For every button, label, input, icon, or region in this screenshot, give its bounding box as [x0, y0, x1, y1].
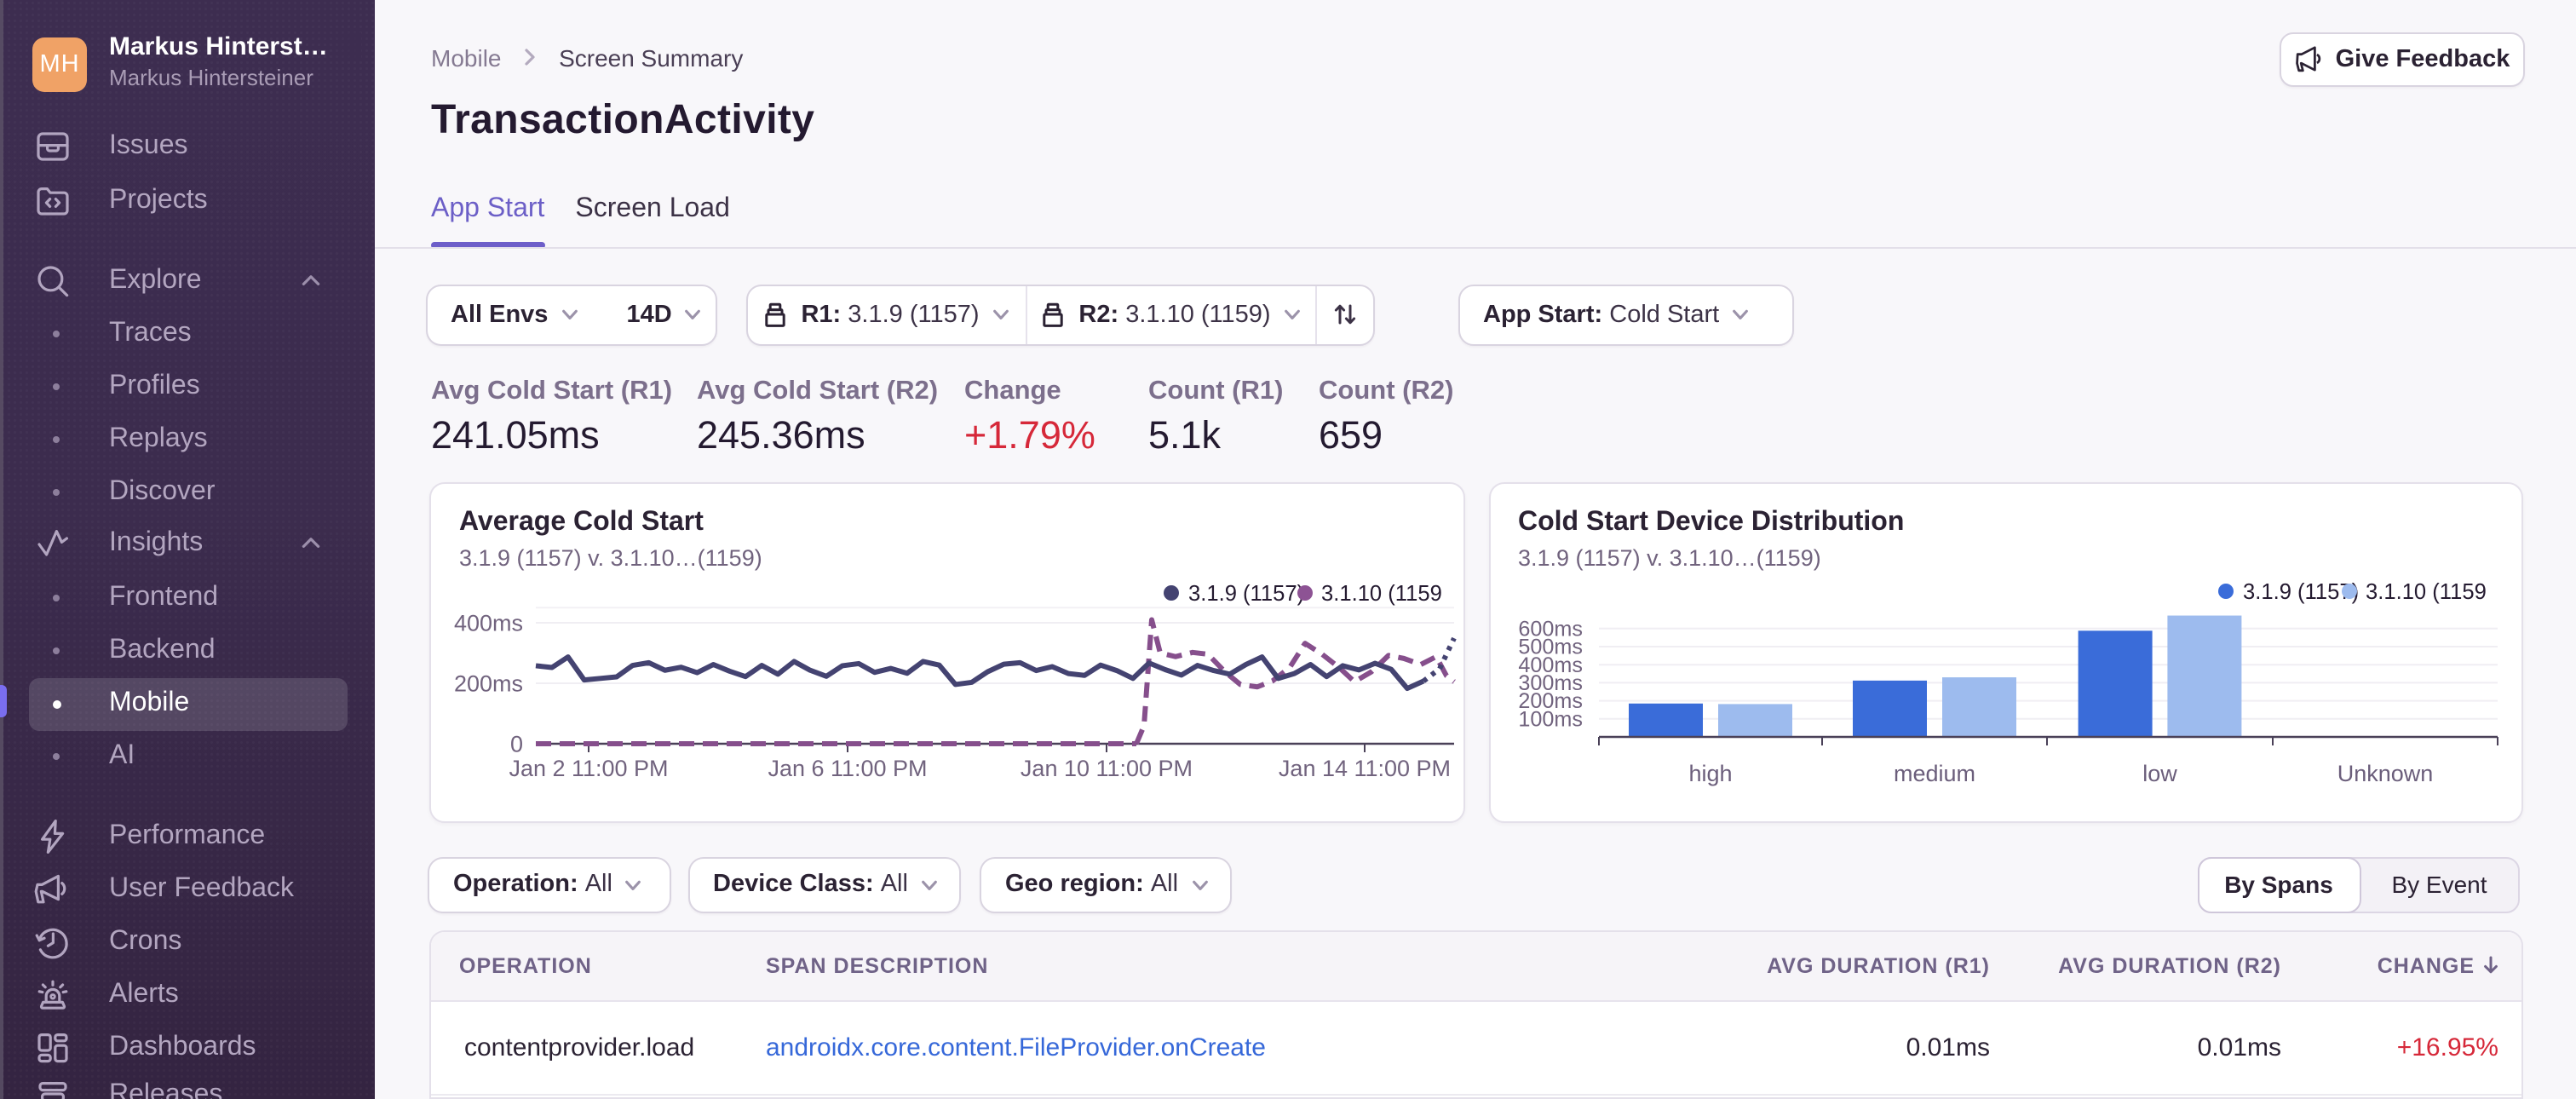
svg-text:3.1.10 (1159: 3.1.10 (1159: [2365, 580, 2486, 604]
svg-text:400ms: 400ms: [454, 610, 523, 636]
svg-text:low: low: [2142, 761, 2176, 786]
svg-text:high: high: [1688, 761, 1731, 786]
svg-text:Jan 2 11:00 PM: Jan 2 11:00 PM: [509, 756, 668, 781]
svg-text:Unknown: Unknown: [2337, 761, 2433, 786]
svg-text:medium: medium: [1893, 761, 1975, 786]
svg-text:3.1.10 (1159: 3.1.10 (1159: [1321, 582, 1442, 606]
svg-text:3.1.9 (1157): 3.1.9 (1157): [2242, 580, 2358, 604]
svg-text:400ms: 400ms: [1517, 653, 1582, 677]
svg-text:100ms: 100ms: [1517, 707, 1582, 731]
svg-text:200ms: 200ms: [454, 670, 523, 696]
svg-text:Jan 10 11:00 PM: Jan 10 11:00 PM: [1021, 756, 1193, 781]
svg-text:200ms: 200ms: [1517, 689, 1582, 713]
svg-text:0: 0: [510, 731, 523, 757]
svg-text:300ms: 300ms: [1517, 671, 1582, 695]
svg-text:Jan 14 11:00 PM: Jan 14 11:00 PM: [1279, 756, 1451, 781]
svg-text:500ms: 500ms: [1517, 636, 1582, 659]
svg-text:600ms: 600ms: [1517, 617, 1582, 641]
svg-text:3.1.9 (1157): 3.1.9 (1157): [1188, 582, 1304, 606]
svg-text:Jan 6 11:00 PM: Jan 6 11:00 PM: [768, 756, 927, 781]
